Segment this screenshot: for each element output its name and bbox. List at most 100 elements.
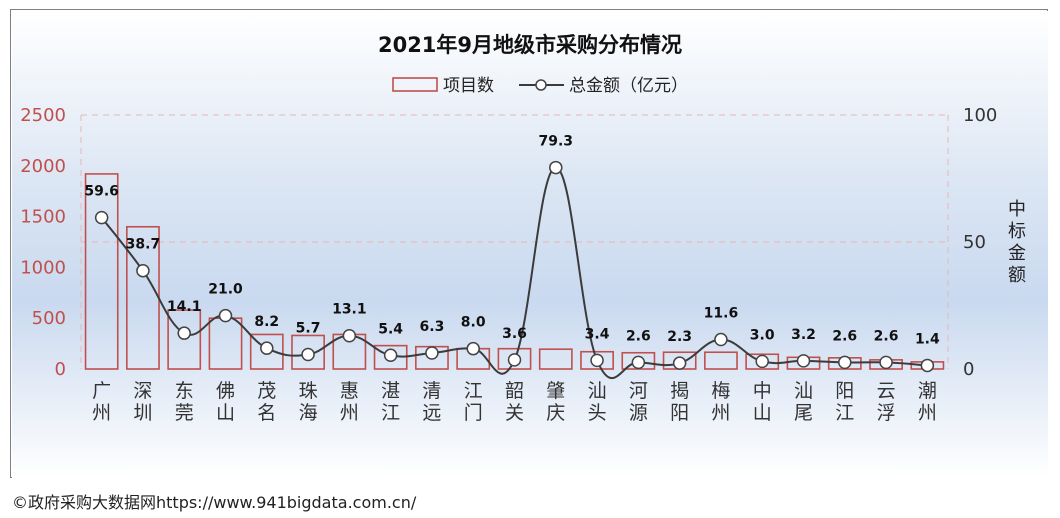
x-tick-label-char: 尾 — [794, 402, 813, 424]
x-tick-label-char: 肇 — [546, 380, 565, 402]
data-label: 13.1 — [332, 302, 367, 318]
bar — [745, 353, 780, 370]
bar — [291, 334, 325, 370]
right-axis-title-char: 金 — [1008, 243, 1026, 264]
data-label: 3.6 — [502, 326, 527, 342]
legend-label-line: 总金额（亿元） — [569, 76, 688, 96]
x-tick-label-char: 州 — [711, 402, 730, 424]
bar — [497, 347, 532, 370]
data-label: 38.7 — [126, 237, 161, 253]
x-tick-label-char: 州 — [340, 402, 359, 424]
right-tick-label: 100 — [963, 105, 997, 126]
line-marker — [714, 332, 728, 347]
chart-title: 2021年9月地级市采购分布情况 — [378, 33, 682, 57]
x-tick-label-char: 云 — [877, 380, 896, 402]
line-marker — [549, 160, 563, 175]
line-marker — [342, 328, 357, 343]
x-tick-label-char: 茂 — [257, 380, 276, 402]
x-tick-label-char: 汕 — [588, 380, 607, 402]
data-label: 11.6 — [704, 306, 739, 322]
x-tick-label-char: 珠 — [299, 380, 318, 402]
x-tick-label-char: 佛 — [216, 380, 235, 402]
line-marker — [755, 354, 769, 369]
data-label: 5.4 — [378, 321, 403, 337]
right-tick-label: 50 — [963, 232, 986, 253]
x-tick-label-char: 清 — [422, 380, 441, 402]
bar — [84, 173, 119, 370]
left-tick-label: 1000 — [20, 257, 66, 278]
x-tick-label-char: 莞 — [175, 402, 194, 424]
x-tick-label-char: 湛 — [381, 380, 400, 402]
x-tick-label-char: 梅 — [711, 380, 730, 402]
bar — [167, 309, 202, 370]
x-tick-label-char: 山 — [216, 402, 235, 424]
data-label: 8.0 — [461, 315, 486, 331]
line-marker — [920, 358, 935, 373]
data-label: 2.6 — [832, 328, 857, 344]
chart-svg: 2021年9月地级市采购分布情况 项目数 总金额（亿元） 0 500 1000 1500… — [12, 11, 1048, 478]
x-tick-label-char: 惠 — [340, 380, 359, 402]
legend: 项目数 总金额（亿元） — [392, 76, 688, 96]
data-label: 6.3 — [420, 319, 445, 335]
x-tick-label-char: 阳 — [670, 402, 689, 424]
line-marker — [218, 308, 233, 323]
chart-background — [12, 11, 1048, 478]
gridlines — [80, 114, 949, 369]
legend-swatch-marker — [535, 79, 547, 91]
data-label: 21.0 — [208, 282, 243, 298]
line-marker — [672, 356, 687, 370]
line-marker — [383, 348, 398, 363]
left-axis: 0 500 1000 1500 2000 2500 — [20, 105, 66, 380]
line-marker — [507, 353, 522, 367]
x-tick-label-char: 阳 — [835, 380, 854, 402]
data-label: 1.4 — [915, 331, 940, 347]
line-marker — [425, 346, 439, 360]
line-marker — [136, 263, 150, 278]
x-tick-label-char: 门 — [464, 402, 483, 424]
x-tick-label-char: 江 — [464, 380, 483, 402]
data-label: 2.3 — [667, 329, 692, 345]
x-tick-label-char: 州 — [92, 402, 111, 424]
bar — [538, 348, 573, 370]
chart-frame: 2021年9月地级市采购分布情况 项目数 总金额（亿元） 0 500 1000 1500… — [10, 9, 1048, 478]
x-tick-label-char: 揭 — [670, 380, 689, 402]
left-tick-label: 500 — [32, 308, 66, 329]
line-marker — [260, 341, 274, 355]
x-axis-labels: 广州深圳东莞佛山茂名珠海惠州湛江清远江门韶关肇庆汕头河源揭阳梅州中山汕尾阳江云浮… — [92, 380, 937, 424]
bar — [704, 351, 738, 370]
left-tick-label: 2000 — [20, 156, 66, 177]
data-label: 2.6 — [626, 328, 651, 344]
x-tick-label-char: 关 — [505, 402, 524, 424]
line-marker — [796, 354, 811, 368]
x-tick-label-char: 中 — [753, 380, 772, 402]
x-tick-label-char: 江 — [835, 402, 854, 424]
x-tick-label-char: 州 — [918, 402, 937, 424]
line-path — [100, 166, 928, 379]
line-marker — [838, 355, 852, 370]
left-tick-label: 0 — [55, 359, 66, 380]
data-label: 2.6 — [874, 328, 899, 344]
x-tick-label-char: 韶 — [505, 380, 524, 402]
x-tick-label-char: 江 — [381, 402, 400, 424]
left-tick-label: 2500 — [20, 105, 66, 126]
line-marker — [301, 347, 315, 362]
footer-credit: ©政府采购大数据网https://www.941bigdata.com.cn/ — [12, 493, 417, 512]
left-tick-label: 1500 — [20, 207, 66, 228]
data-label: 3.4 — [585, 326, 610, 342]
x-tick-label-char: 海 — [299, 402, 318, 424]
bar — [580, 350, 614, 370]
x-tick-label-char: 浮 — [877, 402, 896, 424]
line-marker — [631, 355, 646, 370]
x-tick-label-char: 潮 — [918, 380, 937, 402]
x-tick-label-char: 名 — [257, 402, 276, 424]
line-series: 59.6 38.7 14.1 21.0 8.2 5.7 13.1 5.4 6.3 8.0 3.6 79… — [84, 134, 940, 379]
right-axis-title-char: 额 — [1008, 265, 1026, 286]
x-tick-label-char: 汕 — [794, 380, 813, 402]
line-marker — [879, 355, 893, 370]
right-axis-title-char: 标 — [1008, 221, 1026, 242]
x-tick-label-char: 庆 — [546, 402, 565, 424]
x-tick-label-char: 河 — [629, 380, 648, 402]
legend-label-bar: 项目数 — [443, 76, 494, 96]
x-tick-label-char: 源 — [629, 402, 648, 424]
